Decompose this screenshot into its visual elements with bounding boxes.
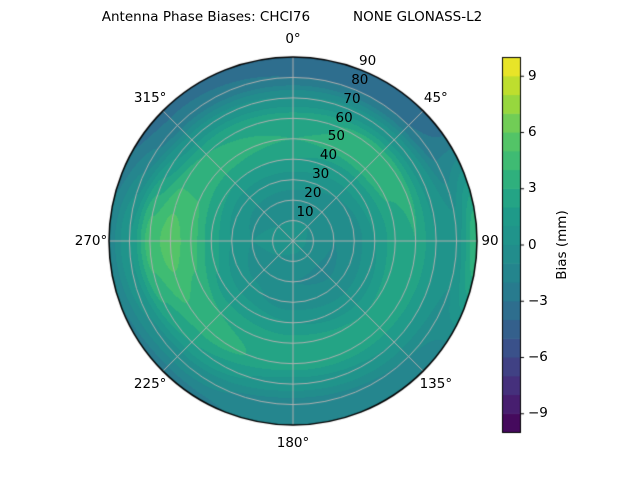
r-tick-label-40: 40 — [319, 147, 338, 164]
r-tick-label-50: 50 — [327, 128, 345, 145]
theta-tick-label-315: 315° — [133, 90, 167, 107]
r-tick-label-80: 80 — [351, 71, 369, 88]
theta-tick-label-45: 45° — [423, 90, 448, 107]
colorbar-tick-label--9: −9 — [528, 405, 548, 422]
r-tick-label-20: 20 — [304, 185, 322, 202]
colorbar-tick-label--6: −6 — [528, 349, 548, 365]
theta-tick-label-225: 225° — [133, 375, 167, 392]
theta-tick-label-90: 90 — [481, 233, 499, 249]
theta-tick-label-0: 0° — [285, 31, 301, 47]
colorbar-tick-label--3: −3 — [528, 292, 548, 309]
r-tick-label-10: 10 — [296, 203, 314, 220]
r-tick-label-70: 70 — [343, 90, 361, 107]
theta-tick-label-135: 135° — [419, 375, 453, 392]
r-tick-label-60: 60 — [335, 109, 353, 126]
theta-tick-label-270: 270° — [74, 233, 108, 249]
theta-tick-label-180: 180° — [276, 435, 310, 451]
r-tick-label-90: 90 — [359, 52, 377, 69]
colorbar-tick-label-6: 6 — [528, 124, 537, 140]
colorbar-tick-label-9: 9 — [528, 67, 537, 84]
colorbar-axis-label: Bias (mm) — [554, 210, 570, 280]
colorbar-tick-label-3: 3 — [528, 180, 537, 197]
colorbar-tick-label-0: 0 — [528, 236, 537, 253]
r-tick-label-30: 30 — [312, 166, 330, 183]
